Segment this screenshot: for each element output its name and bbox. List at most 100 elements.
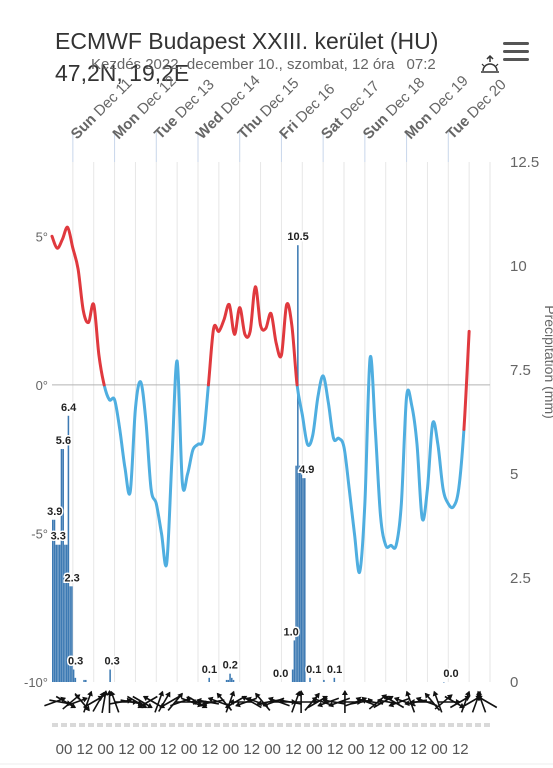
wind-arrow [476,695,498,709]
sunrise-icon [481,54,499,73]
wind-arrow [322,697,345,705]
precipitation-data-label: 0.3 [68,656,83,668]
wind-arrow [126,695,148,709]
precipitation-bar [291,669,294,682]
precipitation-bar [231,677,233,682]
hamburger-menu-icon[interactable] [503,42,529,62]
precipitation-bar [53,519,56,682]
precipitation-bar [302,478,304,682]
precipitation-bar [58,544,61,682]
temperature-line-above-zero [50,225,471,431]
hour-tick-label: 12 [410,741,427,758]
precipitation-bar [225,679,228,682]
hour-tick-label: 00 [348,741,365,758]
precipitation-bar [74,677,77,682]
right-axis-tick-label: 0 [510,674,518,691]
wind-arrow [201,699,225,707]
temperature-line-below-zero [102,354,466,574]
precipitation-data-label: 6.4 [61,402,77,414]
precipitation-data-label: 0.2 [223,660,238,672]
precipitation-bar [60,449,63,682]
hour-tick-label: 00 [389,741,406,758]
wind-arrow [66,696,88,707]
hour-tick-label: 00 [264,741,281,758]
precipitation-bar [304,478,306,682]
precipitation-bar [297,245,299,682]
precipitation-data-label: 10.5 [287,231,308,243]
wind-arrow [278,697,302,705]
wind-arrow [383,695,405,709]
subtitle-tail: 07:2 [407,56,436,73]
precipitation-bar [333,677,336,682]
wind-arrow [304,692,320,711]
hour-tick-label: 00 [139,741,156,758]
wind-arrow [142,695,164,709]
precipitation-data-label: 4.9 [299,464,314,476]
wind-arrow [255,692,271,711]
hour-tick-label: 00 [223,741,240,758]
precipitation-bar [55,544,58,682]
wind-arrow [132,695,153,709]
hour-tick-label: 00 [306,741,323,758]
precipitation-bar [71,586,73,682]
hour-tick-label: 12 [452,741,469,758]
day-date: Dec 20 [464,76,510,122]
precipitation-bar [62,449,64,682]
chart-title: ECMWF Budapest XXIII. kerület (HU) [55,28,439,54]
right-axis-tick-label: 5 [510,466,518,483]
precipitation-data-label: 0.3 [104,656,119,668]
wind-arrow [460,690,471,713]
precipitation-data-label: 0.1 [327,664,342,676]
wind-arrow [235,697,257,708]
y-axis-tick-label: 5° [36,229,48,244]
right-axis-title: Precipitation (mm) [542,305,553,419]
wind-arrow [373,695,394,709]
precipitation-bar [52,519,54,682]
right-axis-tick-label: 12.5 [510,154,539,171]
precipitation-bar [232,679,235,682]
precipitation-bar [309,677,311,682]
precipitation-data-label: 5.6 [56,435,71,447]
hour-tick-label: 12 [202,741,219,758]
right-axis-tick-label: 10 [510,258,527,275]
precipitation-data-label: 2.3 [64,572,79,584]
wind-arrow [388,697,411,708]
precipitation-bar [443,682,445,683]
wind-arrow [101,690,109,713]
precipitation-bar [69,586,71,682]
precipitation-data-label: 0.1 [202,664,217,676]
wind-arrow [476,690,487,713]
wind-arrow [159,695,180,709]
hour-tick-label: 12 [285,741,302,758]
hour-tick-label: 12 [118,741,135,758]
hour-tick-label: 00 [181,741,198,758]
subtitle-tail-text: 07:2 [406,56,436,73]
chart-subtitle: Kezdés 2022. december 10., szombat, 12 ó… [91,56,436,73]
precipitation-data-label: 0.0 [273,668,288,680]
subtitle-start: Kezdés 2022. december 10., szombat, 12 ó… [91,56,395,73]
right-axis-tick-label: 7.5 [510,362,531,379]
wind-arrow [55,695,77,709]
precipitation-data-label: 0.0 [443,668,458,680]
precipitation-bar [300,465,303,682]
precipitation-bar [109,669,111,682]
wind-arrow [196,697,220,705]
hour-tick-label: 00 [56,741,73,758]
precipitation-bar [57,544,59,682]
wind-arrow [92,691,105,712]
wind-arrow [317,697,340,708]
wind-arrow [241,695,262,709]
precipitation-bar [295,465,297,682]
wind-arrow [158,691,171,712]
precipitation-data-label: 0.1 [306,664,321,676]
precipitation-bar [65,544,68,682]
right-axis-tick-label: 2.5 [510,570,531,587]
hour-tick-label: 00 [431,741,448,758]
hour-tick-label: 12 [77,741,94,758]
hour-tick-label: 12 [243,741,260,758]
precipitation-data-label: 1.0 [283,626,298,638]
wind-arrow [83,690,93,713]
precipitation-bar [72,669,75,682]
wind-arrow [307,695,328,709]
